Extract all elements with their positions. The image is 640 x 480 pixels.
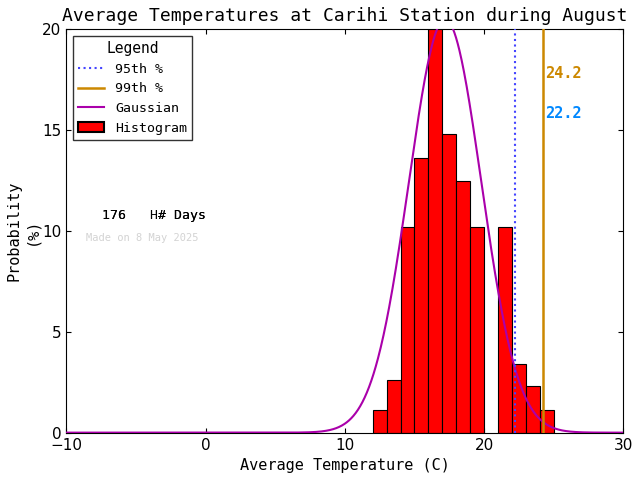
- Bar: [456, 180, 470, 432]
- Bar: [401, 227, 415, 432]
- Text: Made on 8 May 2025: Made on 8 May 2025: [86, 233, 198, 243]
- Bar: [387, 380, 401, 432]
- Text: 176   H# Days: 176 H# Days: [86, 209, 205, 222]
- Text: 22.2: 22.2: [545, 107, 582, 121]
- Bar: [498, 227, 512, 432]
- Bar: [415, 158, 428, 432]
- Title: Average Temperatures at Carihi Station during August: Average Temperatures at Carihi Station d…: [62, 7, 628, 25]
- Bar: [428, 19, 442, 432]
- Bar: [442, 134, 456, 432]
- X-axis label: Average Temperature (C): Average Temperature (C): [240, 458, 450, 473]
- Legend: 95th %, 99th %, Gaussian, Histogram: 95th %, 99th %, Gaussian, Histogram: [73, 36, 193, 140]
- Bar: [372, 410, 387, 432]
- Bar: [526, 386, 540, 432]
- Bar: [512, 364, 526, 432]
- Text: 176    # Days: 176 # Days: [86, 209, 205, 222]
- Bar: [470, 227, 484, 432]
- Bar: [540, 410, 554, 432]
- Y-axis label: Probability
(%): Probability (%): [7, 181, 39, 281]
- Text: 24.2: 24.2: [545, 66, 582, 81]
